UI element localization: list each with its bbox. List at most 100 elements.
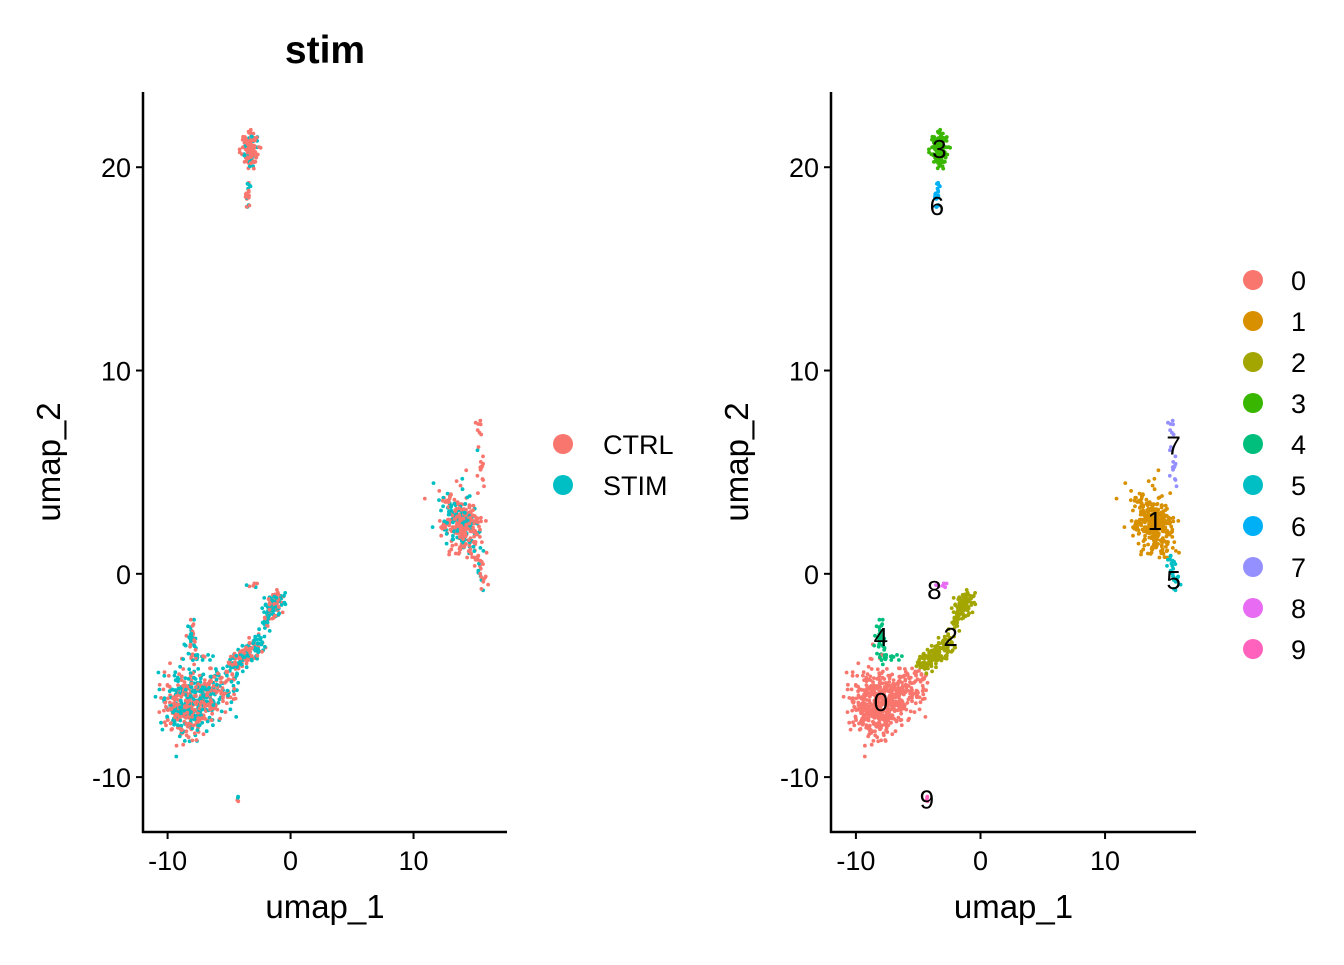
data-point (880, 662, 885, 667)
data-point (188, 617, 193, 622)
data-point (1135, 523, 1139, 528)
data-point (280, 610, 285, 615)
data-point (937, 649, 942, 654)
data-point (1170, 418, 1175, 423)
data-point (192, 731, 197, 736)
y-tick-label: 10 (789, 357, 819, 387)
data-point (917, 707, 922, 712)
data-point (203, 704, 207, 709)
data-point (875, 735, 880, 740)
data-point (879, 658, 884, 662)
data-point (249, 134, 254, 139)
data-point (247, 203, 252, 208)
data-point (925, 680, 930, 685)
data-point (253, 159, 258, 164)
data-point (1129, 519, 1134, 523)
data-point (218, 716, 223, 721)
data-point (219, 709, 224, 714)
data-point (896, 715, 901, 720)
data-point (211, 723, 215, 728)
data-point (464, 468, 469, 473)
data-point (260, 606, 265, 610)
data-point (902, 706, 906, 711)
data-point (910, 699, 914, 704)
data-point (1150, 483, 1155, 488)
data-point (181, 657, 186, 661)
data-point (472, 521, 477, 526)
data-point (962, 613, 967, 618)
data-point (1129, 489, 1133, 493)
data-point (1168, 568, 1173, 573)
data-point (244, 583, 249, 587)
data-point (188, 694, 193, 699)
data-point (484, 519, 488, 523)
data-point (871, 676, 876, 680)
data-point (940, 583, 945, 588)
data-point (475, 520, 480, 525)
data-point (479, 587, 484, 591)
data-point (196, 667, 201, 671)
data-point (1157, 526, 1161, 531)
data-point (475, 532, 479, 537)
data-point (948, 636, 953, 640)
data-point (166, 708, 170, 712)
data-point (253, 634, 258, 639)
data-point (247, 164, 252, 169)
data-point (453, 551, 458, 556)
data-point (231, 683, 236, 688)
data-point (181, 742, 186, 747)
data-point (214, 682, 219, 687)
data-point (243, 195, 248, 199)
data-point (890, 732, 895, 737)
data-point (919, 672, 924, 676)
cluster-label: 4 (874, 622, 888, 652)
data-point (478, 418, 483, 423)
data-point (476, 445, 481, 449)
data-point (884, 728, 888, 732)
data-point (966, 605, 971, 609)
data-point (186, 677, 191, 681)
data-point (190, 738, 195, 743)
data-point (183, 643, 188, 648)
data-point (921, 677, 925, 682)
data-point (952, 626, 957, 630)
data-point (1139, 523, 1143, 528)
data-point (877, 671, 882, 676)
data-point (194, 738, 199, 742)
data-point (160, 727, 165, 732)
data-point (443, 500, 448, 504)
data-point (157, 687, 162, 692)
data-point (936, 188, 940, 193)
data-point (453, 525, 458, 530)
data-point (209, 718, 214, 723)
data-point (237, 147, 242, 152)
data-point (938, 139, 943, 143)
data-point (859, 696, 864, 701)
data-point (162, 720, 167, 725)
data-point (887, 687, 892, 692)
data-point (1145, 525, 1150, 530)
data-point (166, 696, 170, 701)
data-point (179, 674, 184, 679)
data-point (854, 718, 858, 722)
data-point (472, 549, 477, 553)
data-point (246, 188, 251, 193)
data-point (461, 537, 466, 541)
data-point (197, 718, 202, 723)
data-point (266, 597, 271, 602)
data-point (236, 799, 241, 804)
data-point (938, 131, 942, 135)
data-point (214, 677, 219, 682)
data-point (886, 706, 891, 711)
data-point (265, 623, 269, 628)
data-point (473, 420, 478, 425)
data-point (860, 722, 865, 727)
data-point (905, 701, 910, 705)
data-point (1161, 551, 1166, 556)
cluster-label: 8 (927, 575, 941, 605)
data-point (937, 144, 941, 149)
data-point (233, 662, 238, 666)
data-point (861, 670, 866, 675)
data-point (877, 694, 882, 699)
data-point (870, 708, 875, 713)
